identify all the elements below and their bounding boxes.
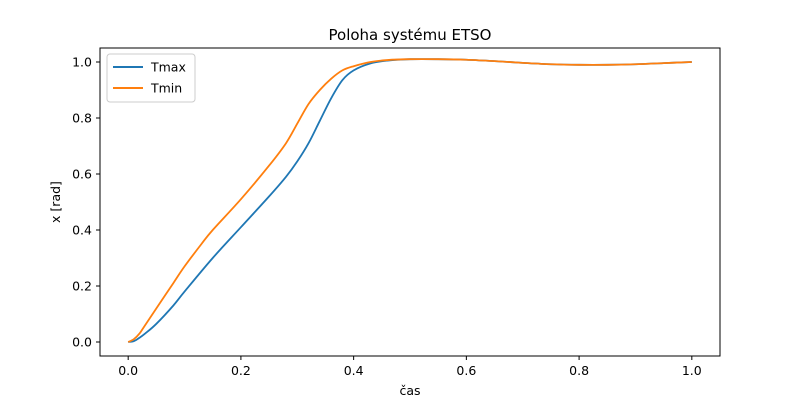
series-line-tmax <box>128 58 692 343</box>
y-axis-label: x [rad] <box>48 181 63 223</box>
x-tick-label: 0.2 <box>231 363 251 378</box>
legend-label-tmax: Tmax <box>150 60 186 75</box>
chart-title: Poloha systému ETSO <box>329 26 492 44</box>
y-tick-label: 0.6 <box>72 167 92 182</box>
x-tick-label: 0.0 <box>118 363 138 378</box>
legend: Tmax Tmin <box>106 53 196 103</box>
plot-frame <box>99 47 721 357</box>
series-line-tmin <box>127 58 692 343</box>
x-tick-label: 0.8 <box>569 363 589 378</box>
y-tick-label: 0.0 <box>72 335 92 350</box>
y-tick-label: 0.4 <box>72 223 92 238</box>
x-tick-label: 1.0 <box>682 363 702 378</box>
y-tick-label: 1.0 <box>72 55 92 70</box>
y-tick-label: 0.2 <box>72 279 92 294</box>
ticks-layer: 0.0 0.2 0.4 0.6 0.8 1.0 0.0 0.2 0.4 0.6 0.8 1.0 <box>72 55 702 379</box>
x-tick-label: 0.4 <box>344 363 364 378</box>
x-tick-label: 0.6 <box>456 363 476 378</box>
y-tick-label: 0.8 <box>72 111 92 126</box>
legend-label-tmin: Tmin <box>150 81 182 96</box>
x-axis-label: čas <box>399 383 420 398</box>
series-layer <box>127 58 692 343</box>
